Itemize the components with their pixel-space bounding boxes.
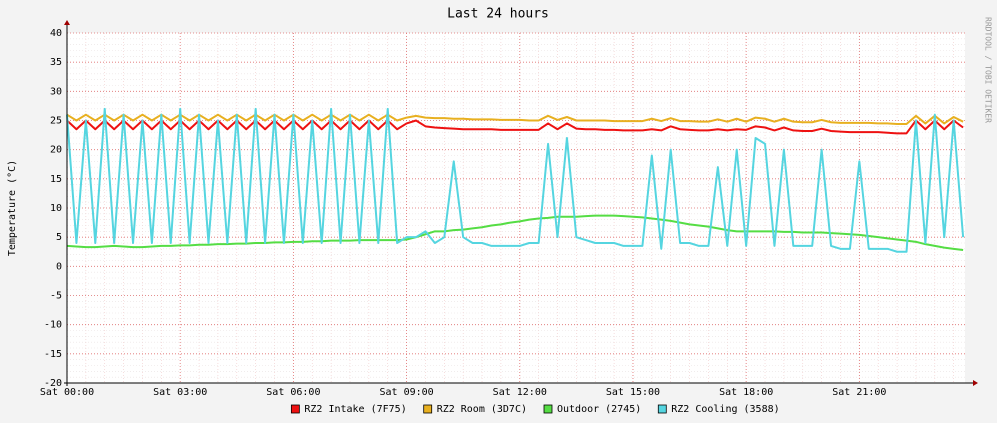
y-tick-label: 20 bbox=[50, 145, 62, 156]
y-tick-label: 15 bbox=[50, 174, 62, 185]
y-tick-label: 30 bbox=[50, 86, 62, 97]
legend-label: RZ2 Intake (7F75) bbox=[304, 404, 406, 415]
legend-swatch bbox=[657, 404, 667, 414]
x-tick-label: Sat 03:00 bbox=[153, 387, 207, 398]
legend-swatch bbox=[290, 404, 300, 414]
y-tick-label: -10 bbox=[44, 320, 62, 331]
x-tick-label: Sat 09:00 bbox=[379, 387, 433, 398]
y-tick-label: -15 bbox=[44, 349, 62, 360]
y-axis-arrow bbox=[64, 20, 70, 25]
series-line bbox=[66, 119, 964, 135]
series-line bbox=[66, 107, 965, 253]
y-tick-label: 35 bbox=[50, 57, 62, 68]
x-axis-arrow bbox=[973, 380, 978, 386]
y-tick-label: 40 bbox=[50, 28, 62, 39]
x-tick-label: Sat 12:00 bbox=[493, 387, 547, 398]
legend-label: RZ2 Cooling (3588) bbox=[671, 404, 779, 415]
y-tick-label: 10 bbox=[50, 203, 62, 214]
x-tick-label: Sat 18:00 bbox=[719, 387, 773, 398]
chart-title: Last 24 hours bbox=[447, 7, 549, 22]
x-tick-label: Sat 21:00 bbox=[832, 387, 886, 398]
series-line bbox=[66, 113, 964, 125]
y-tick-label: -20 bbox=[44, 378, 62, 389]
y-tick-label: 5 bbox=[56, 232, 62, 243]
y-tick-label: 0 bbox=[56, 261, 62, 272]
plot-area bbox=[67, 33, 965, 383]
x-tick-label: Sat 15:00 bbox=[606, 387, 660, 398]
legend-swatch bbox=[543, 404, 553, 414]
y-axis-label: Temperature (°C) bbox=[7, 160, 18, 256]
watermark: RRDTOOL / TOBI OETIKER bbox=[984, 17, 993, 123]
y-tick-label: 25 bbox=[50, 116, 62, 127]
y-tick-label: -5 bbox=[50, 291, 62, 302]
x-tick-label: Sat 06:00 bbox=[266, 387, 320, 398]
legend-swatch bbox=[423, 404, 433, 414]
x-tick-label: Sat 00:00 bbox=[40, 387, 94, 398]
legend-label: Outdoor (2745) bbox=[557, 404, 641, 415]
legend-label: RZ2 Room (3D7C) bbox=[437, 404, 527, 415]
